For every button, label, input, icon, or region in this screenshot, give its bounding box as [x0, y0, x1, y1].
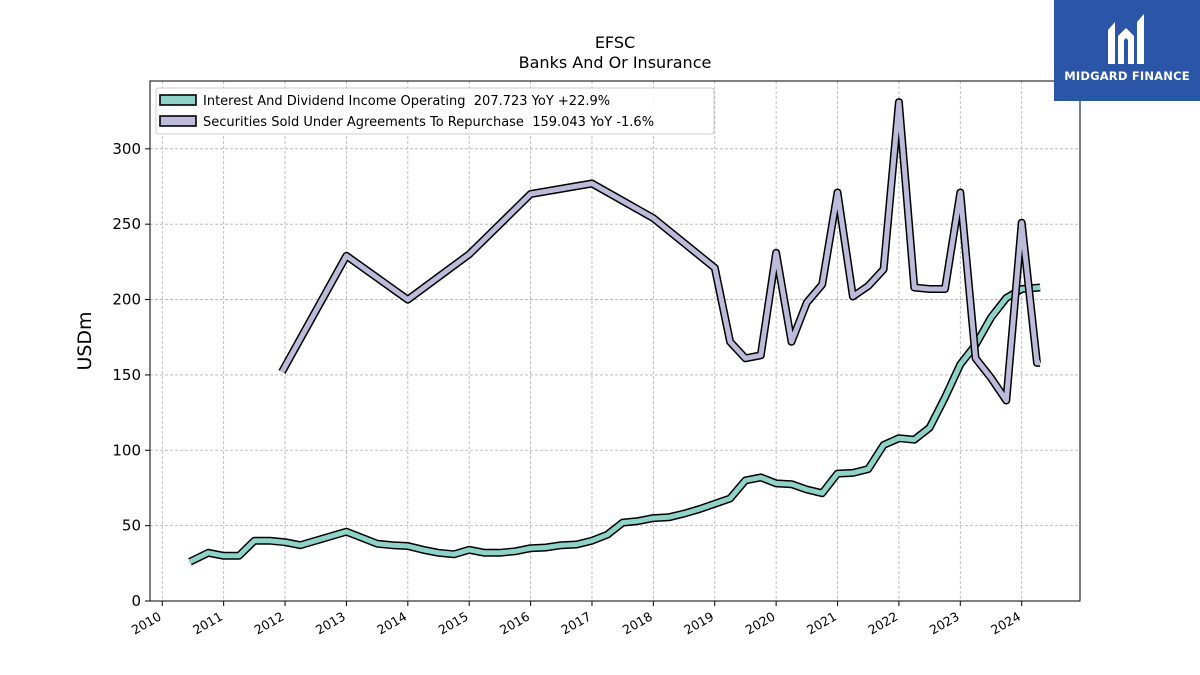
chart-title: EFSC — [595, 33, 635, 52]
x-tick-label: 2020 — [743, 609, 778, 638]
series-lines — [188, 98, 1041, 566]
series-interest-income-line — [188, 285, 1041, 565]
x-tick-label: 2018 — [620, 609, 655, 638]
series-securities-sold-line — [279, 99, 1041, 403]
x-tick-label: 2011 — [190, 609, 225, 638]
x-tick-label: 2022 — [865, 609, 900, 638]
x-tick-label: 2015 — [436, 609, 471, 638]
chart-subtitle: Banks And Or Insurance — [519, 53, 712, 72]
series-securities-sold-outline — [278, 98, 1041, 405]
legend-swatch-securities-sold — [159, 115, 197, 127]
midgard-logo-icon — [1108, 14, 1144, 64]
series-interest-income-outline — [188, 283, 1041, 566]
x-tick-label: 2023 — [927, 609, 962, 638]
y-tick-label: 200 — [112, 291, 141, 309]
x-tick-label: 2024 — [988, 609, 1023, 638]
x-tick-label: 2021 — [804, 609, 839, 638]
y-tick-label: 250 — [112, 215, 141, 233]
plot-area — [149, 80, 1081, 602]
y-tick-label: 100 — [112, 441, 141, 459]
x-tick-label: 2010 — [129, 609, 164, 638]
x-tick-label: 2014 — [374, 609, 409, 638]
grid — [150, 81, 1080, 602]
y-tick-label: 50 — [122, 517, 141, 535]
legend-swatch-interest-income — [159, 94, 197, 106]
x-tick-label: 2013 — [313, 609, 348, 638]
legend-box — [155, 87, 715, 135]
y-tick-label: 150 — [112, 366, 141, 384]
brand-name: MIDGARD FINANCE — [1064, 69, 1190, 83]
x-tick-label: 2017 — [558, 609, 593, 638]
brand-logo: MIDGARD FINANCE — [1054, 0, 1200, 101]
x-tick-label: 2012 — [251, 609, 286, 638]
legend-label-interest-income: Interest And Dividend Income Operating 2… — [203, 94, 610, 109]
legend: Interest And Dividend Income Operating 2… — [155, 87, 715, 135]
y-axis-label: USDm — [74, 311, 96, 370]
y-tick-label: 300 — [112, 140, 141, 158]
x-tick-label: 2019 — [681, 609, 716, 638]
y-tick-label: 0 — [131, 592, 141, 610]
x-tick-label: 2016 — [497, 609, 532, 638]
legend-label-securities-sold: Securities Sold Under Agreements To Repu… — [203, 115, 654, 130]
